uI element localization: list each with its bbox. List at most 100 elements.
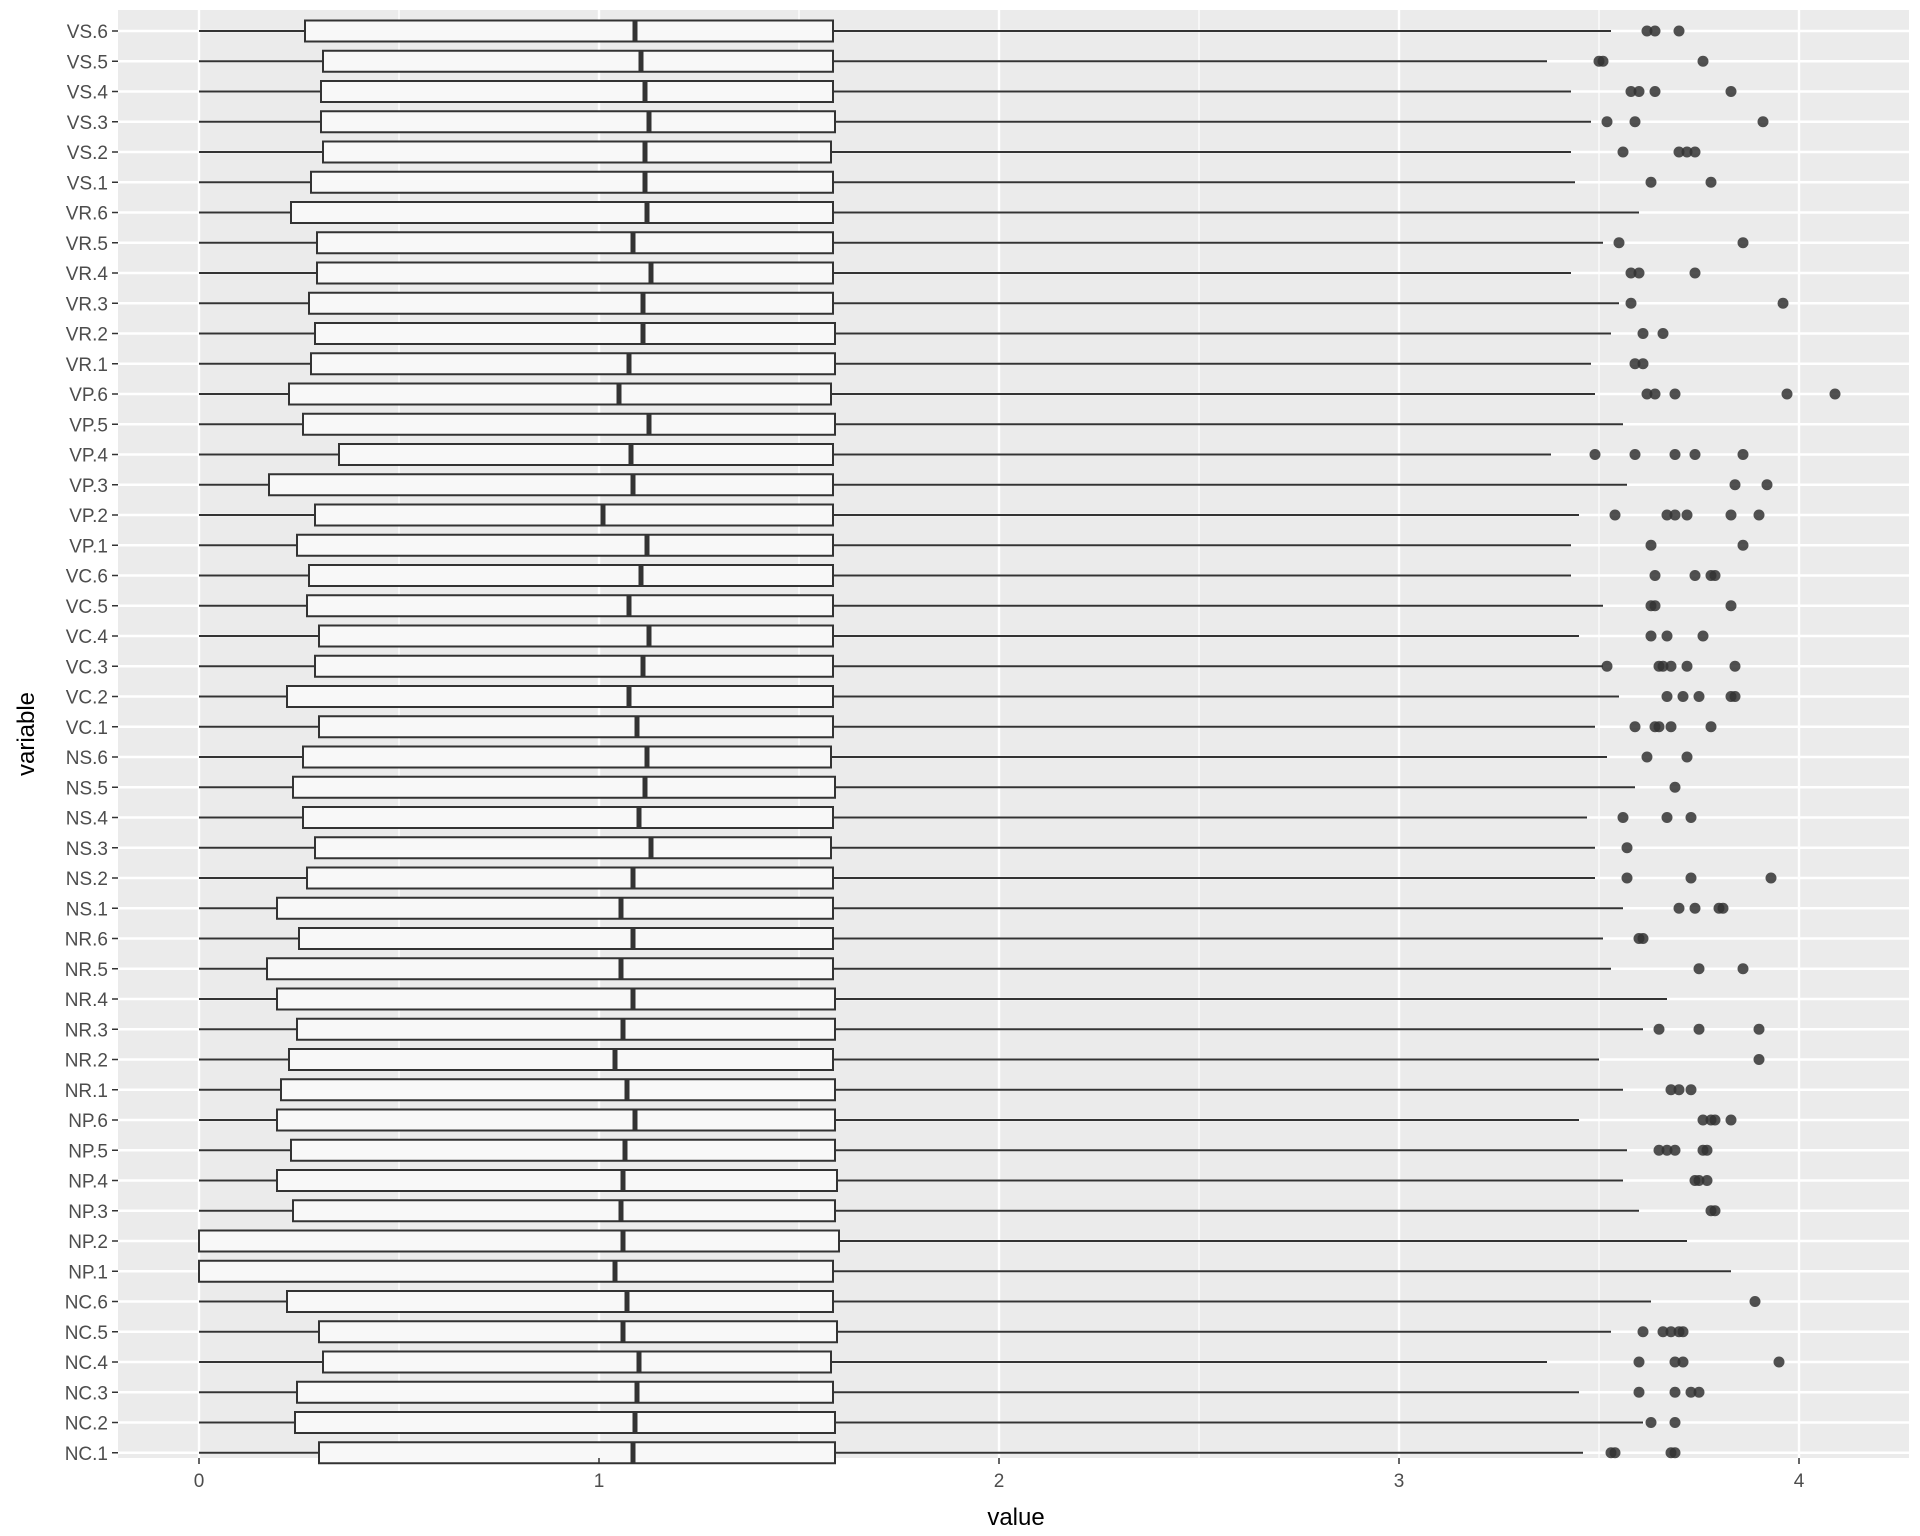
box-iqr (306, 594, 834, 618)
box-iqr (304, 19, 834, 43)
box-iqr (288, 382, 832, 406)
outlier-point (1621, 842, 1633, 854)
x-tick-label: 1 (594, 1471, 605, 1492)
box-iqr (296, 1017, 836, 1041)
outlier-point (1641, 751, 1653, 763)
box-iqr (296, 1380, 834, 1404)
outlier-point (1645, 1417, 1657, 1428)
y-tick-label: NS.3 (66, 839, 108, 860)
outlier-point (1637, 358, 1649, 370)
outlier-point (1701, 1175, 1713, 1186)
outlier-point (1649, 25, 1661, 37)
y-tick-label: NP.1 (68, 1262, 108, 1283)
box-vs-6 (199, 19, 1685, 43)
y-tick-label: VS.3 (67, 113, 108, 134)
outlier-point (1753, 509, 1765, 521)
y-tick-label: NC.2 (65, 1414, 108, 1435)
outlier-point (1729, 660, 1741, 672)
box-iqr (318, 1441, 836, 1465)
box-iqr (314, 322, 836, 345)
x-tick-label: 3 (1394, 1471, 1405, 1492)
y-tick-label: VP.6 (69, 385, 108, 406)
outlier-point (1649, 388, 1661, 400)
box-iqr (298, 927, 834, 950)
outlier-point (1673, 1084, 1685, 1096)
y-tick-label: VS.4 (67, 83, 109, 104)
outlier-point (1629, 116, 1641, 128)
outlier-point (1657, 660, 1669, 672)
outlier-point (1653, 1023, 1665, 1035)
outlier-point (1669, 509, 1681, 521)
y-tick-label: NS.2 (66, 869, 108, 890)
outlier-point (1689, 570, 1701, 581)
outlier-point (1725, 600, 1737, 612)
outlier-point (1665, 1326, 1677, 1338)
y-tick-label: VS.1 (67, 173, 108, 194)
outlier-point (1609, 509, 1621, 521)
outlier-point (1737, 449, 1749, 460)
outlier-point (1725, 1114, 1737, 1126)
outlier-point (1681, 509, 1693, 521)
outlier-point (1629, 449, 1641, 460)
box-vp-2 (199, 503, 1765, 527)
box-vc-5 (199, 594, 1737, 618)
y-tick-label: NR.2 (65, 1051, 108, 1072)
outlier-point (1709, 1205, 1721, 1217)
box-iqr (308, 564, 834, 587)
y-tick-label: VP.4 (69, 446, 108, 467)
box-vr-3 (199, 291, 1789, 315)
outlier-point (1613, 237, 1625, 249)
y-tick-label: NS.5 (66, 778, 108, 799)
box-iqr (308, 291, 834, 315)
box-np-5 (199, 1138, 1713, 1162)
outlier-point (1617, 146, 1629, 158)
y-tick-label: VR.5 (66, 234, 108, 255)
outlier-point (1685, 1084, 1697, 1096)
y-tick-label: VR.4 (66, 264, 109, 285)
box-iqr (292, 1199, 836, 1223)
y-tick-label: VS.6 (67, 22, 108, 43)
box-iqr (322, 140, 832, 164)
outlier-point (1685, 1386, 1697, 1398)
box-iqr (310, 170, 834, 194)
outlier-point (1685, 812, 1697, 823)
box-nr-6 (199, 927, 1649, 950)
y-tick-label: NP.3 (68, 1202, 108, 1223)
box-np-4 (199, 1169, 1713, 1192)
outlier-point (1717, 902, 1729, 914)
box-nc-1 (199, 1441, 1681, 1465)
outlier-point (1637, 933, 1649, 944)
outlier-point (1689, 902, 1701, 914)
outlier-point (1725, 86, 1737, 97)
box-vp-1 (199, 533, 1749, 557)
box-iqr (286, 685, 834, 708)
outlier-point (1757, 116, 1769, 128)
y-tick-label: NP.5 (68, 1141, 108, 1162)
outlier-point (1693, 1023, 1705, 1035)
y-tick-label: NC.4 (65, 1353, 109, 1374)
y-tick-label: NC.5 (65, 1323, 108, 1344)
outlier-point (1773, 1356, 1785, 1368)
outlier-point (1669, 449, 1681, 460)
x-tick-label: 4 (1794, 1471, 1805, 1492)
y-tick-label: VR.1 (66, 355, 108, 376)
outlier-point (1829, 388, 1841, 400)
outlier-point (1625, 267, 1637, 279)
outlier-point (1621, 872, 1633, 884)
outlier-point (1729, 479, 1741, 491)
outlier-point (1677, 1356, 1689, 1368)
outlier-point (1689, 146, 1701, 158)
outlier-point (1653, 1144, 1665, 1156)
outlier-point (1617, 812, 1629, 823)
box-np-6 (199, 1108, 1737, 1132)
y-axis-title: variable (13, 692, 40, 776)
outlier-point (1697, 55, 1709, 67)
box-vr-2 (199, 322, 1669, 345)
outlier-point (1669, 1356, 1681, 1368)
boxes-layer (198, 19, 1841, 1465)
outlier-point (1669, 1447, 1681, 1459)
outlier-point (1665, 660, 1677, 672)
box-ns-2 (199, 866, 1777, 890)
outlier-point (1705, 176, 1717, 188)
outlier-point (1649, 86, 1661, 97)
